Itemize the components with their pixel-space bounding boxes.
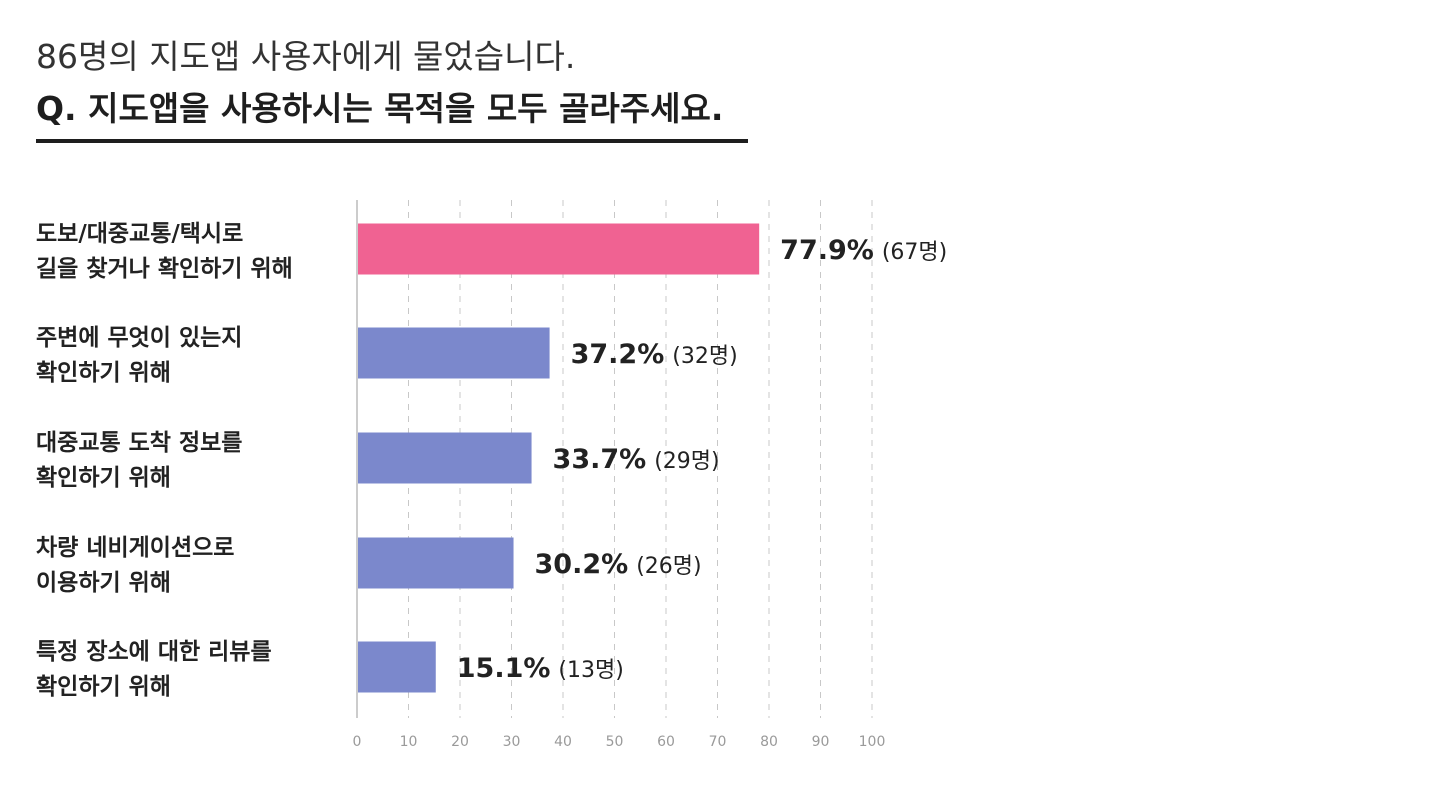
data-label-count: (32명) [672, 344, 737, 369]
title-underline [36, 139, 748, 143]
x-tick-label: 40 [554, 734, 572, 750]
data-label-count: (67명) [882, 240, 947, 265]
bar [358, 641, 436, 693]
category-label: 확인하기 위해 [36, 674, 171, 700]
category-label: 길을 찾거나 확인하기 위해 [36, 256, 293, 282]
bar [358, 432, 532, 484]
data-label: 33.7% (29명) [553, 444, 720, 475]
data-label-count: (29명) [654, 449, 719, 474]
data-label-percent: 15.1% [457, 653, 551, 684]
data-label-count: (13명) [558, 658, 623, 683]
category-label: 이용하기 위해 [36, 570, 171, 596]
category-label: 특정 장소에 대한 리뷰를 [36, 639, 272, 665]
x-tick-label: 70 [709, 734, 727, 750]
category-label: 차량 네비게이션으로 [36, 535, 234, 561]
x-tick-label: 20 [451, 734, 469, 750]
x-tick-label: 90 [812, 734, 830, 750]
x-tick-label: 0 [353, 734, 362, 750]
x-tick-label: 60 [657, 734, 675, 750]
chart-title: Q. 지도앱을 사용하시는 목적을 모두 골라주세요. [36, 89, 724, 128]
data-label-percent: 77.9% [780, 235, 874, 266]
category-label: 확인하기 위해 [36, 360, 171, 386]
category-label: 도보/대중교통/택시로 [36, 221, 243, 247]
x-tick-label: 30 [503, 734, 521, 750]
bar [358, 223, 760, 275]
category-label: 대중교통 도착 정보를 [36, 430, 242, 456]
category-label: 주변에 무엇이 있는지 [36, 325, 242, 351]
data-label-percent: 30.2% [535, 549, 629, 580]
x-tick-label: 80 [760, 734, 778, 750]
category-label: 확인하기 위해 [36, 465, 171, 491]
data-label: 15.1% (13명) [457, 653, 624, 684]
bar [358, 537, 514, 589]
data-label: 77.9% (67명) [780, 235, 947, 266]
data-label: 30.2% (26명) [535, 549, 702, 580]
data-label: 37.2% (32명) [571, 339, 738, 370]
x-tick-label: 50 [606, 734, 624, 750]
x-tick-label: 10 [400, 734, 418, 750]
bar [358, 327, 550, 379]
chart-subtitle: 86명의 지도앱 사용자에게 물었습니다. [36, 37, 576, 76]
x-tick-label: 100 [859, 734, 886, 750]
data-label-count: (26명) [636, 554, 701, 579]
data-label-percent: 37.2% [571, 339, 665, 370]
data-label-percent: 33.7% [553, 444, 647, 475]
